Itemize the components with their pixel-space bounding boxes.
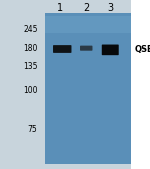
Text: 100: 100: [23, 86, 38, 95]
Text: 3: 3: [107, 3, 113, 13]
FancyBboxPatch shape: [102, 44, 119, 55]
Text: 135: 135: [23, 62, 38, 71]
Text: QSER1: QSER1: [134, 44, 150, 54]
Text: 2: 2: [83, 3, 89, 13]
Text: 1: 1: [57, 3, 63, 13]
FancyBboxPatch shape: [53, 45, 71, 53]
FancyBboxPatch shape: [130, 0, 150, 169]
FancyBboxPatch shape: [80, 46, 92, 51]
Text: 180: 180: [23, 44, 38, 53]
Text: 75: 75: [28, 125, 38, 134]
FancyBboxPatch shape: [45, 16, 130, 33]
Text: 245: 245: [23, 25, 38, 34]
FancyBboxPatch shape: [45, 13, 130, 164]
